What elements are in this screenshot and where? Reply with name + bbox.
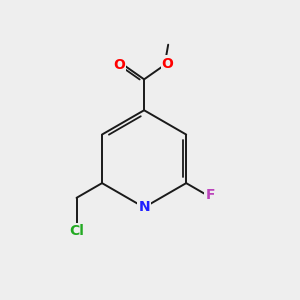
Text: O: O (162, 56, 173, 70)
Text: N: N (138, 200, 150, 214)
Text: Cl: Cl (69, 224, 84, 238)
Text: O: O (113, 58, 125, 72)
Text: F: F (206, 188, 215, 202)
